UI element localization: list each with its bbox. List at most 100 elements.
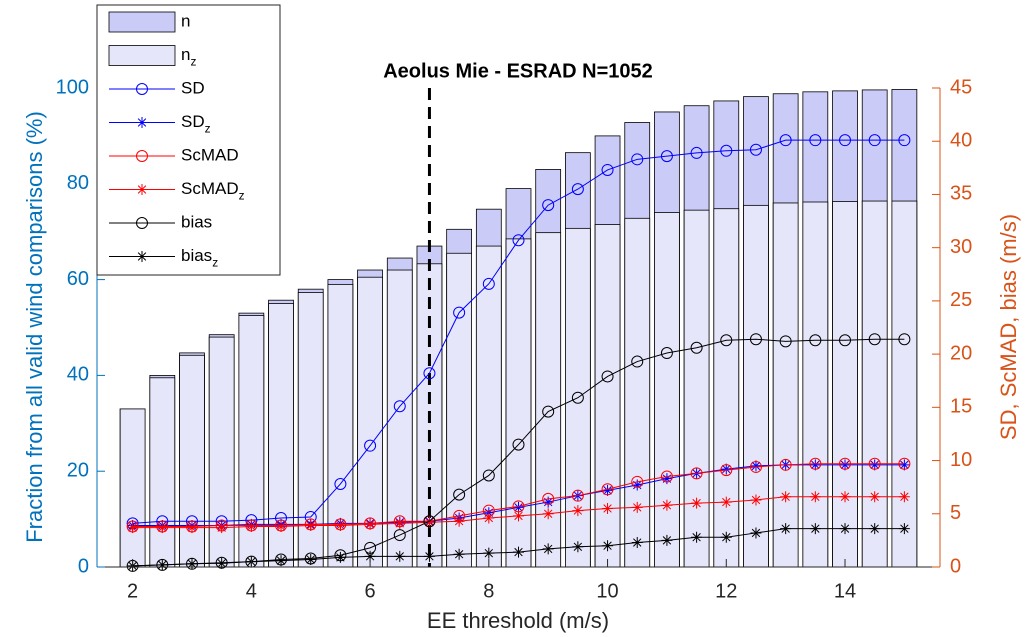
marker <box>868 333 881 346</box>
marker <box>779 134 792 147</box>
legend-marker <box>136 117 148 128</box>
marker <box>898 523 910 535</box>
legend-label: biasz <box>181 246 218 270</box>
marker <box>631 537 643 549</box>
bar <box>713 208 740 568</box>
marker <box>750 494 762 506</box>
marker <box>571 489 584 502</box>
x-tick-label: 8 <box>483 580 494 602</box>
marker <box>720 463 732 475</box>
marker <box>631 501 643 513</box>
marker <box>542 496 554 508</box>
y-tick-label: 20 <box>67 459 89 481</box>
y2-tick-label: 30 <box>950 236 972 258</box>
marker <box>571 183 584 196</box>
y2-axis-label: SD, ScMAD, bias (m/s) <box>996 214 1021 440</box>
bar <box>119 408 146 568</box>
marker <box>809 334 822 347</box>
marker <box>453 548 465 560</box>
marker <box>305 519 317 531</box>
marker <box>750 460 762 472</box>
marker <box>839 334 852 347</box>
marker <box>453 515 465 527</box>
marker <box>513 510 524 522</box>
marker <box>571 391 584 404</box>
bar <box>743 204 769 568</box>
marker <box>809 457 822 470</box>
bar <box>802 201 829 568</box>
marker <box>601 163 614 176</box>
marker <box>749 143 762 156</box>
marker <box>364 550 376 562</box>
marker <box>749 460 762 473</box>
marker <box>809 459 821 471</box>
bar <box>624 217 651 568</box>
marker <box>216 522 228 534</box>
legend-label: ScMADz <box>181 179 245 203</box>
y2-tick-label: 35 <box>950 183 972 205</box>
marker <box>601 370 614 383</box>
marker <box>691 497 703 509</box>
series-line <box>132 139 905 524</box>
marker <box>601 483 614 496</box>
y-axis-label: Fraction from all valid wind comparisons… <box>22 111 47 543</box>
marker <box>394 550 406 562</box>
marker <box>542 543 554 555</box>
marker <box>483 547 495 559</box>
x-axis-label: EE threshold (m/s) <box>427 608 609 633</box>
marker <box>393 529 406 542</box>
marker <box>602 484 614 496</box>
marker <box>423 367 436 380</box>
x-tick-label: 10 <box>596 580 618 602</box>
marker <box>542 508 554 520</box>
marker <box>186 558 198 570</box>
y2-tick-label: 40 <box>950 130 972 152</box>
marker <box>868 457 881 470</box>
legend-label: n <box>181 11 190 30</box>
marker <box>245 521 257 533</box>
legend-label: bias <box>181 212 212 231</box>
marker <box>423 515 436 528</box>
marker <box>779 458 792 471</box>
marker <box>779 335 792 348</box>
marker <box>809 134 822 147</box>
marker <box>572 505 584 517</box>
y-tick-label: 40 <box>67 364 89 386</box>
marker <box>839 457 852 470</box>
marker <box>720 334 733 347</box>
marker <box>513 501 524 513</box>
marker <box>483 512 495 524</box>
marker <box>869 523 881 535</box>
marker <box>512 438 525 451</box>
marker <box>542 199 555 212</box>
y2-tick-label: 20 <box>950 342 972 364</box>
marker <box>780 491 792 503</box>
marker <box>898 333 911 346</box>
bar <box>861 200 888 568</box>
marker <box>364 518 376 530</box>
bar <box>654 212 680 568</box>
bar <box>179 354 205 568</box>
marker <box>720 144 733 157</box>
marker <box>869 491 881 503</box>
marker <box>542 492 555 505</box>
marker <box>393 400 406 413</box>
y-tick-label: 60 <box>67 268 89 290</box>
legend-marker <box>136 83 148 95</box>
marker <box>898 457 911 470</box>
marker <box>749 333 762 346</box>
y-tick-label: 0 <box>78 555 89 577</box>
y2-tick-label: 15 <box>950 396 972 418</box>
legend-label: SDz <box>181 112 211 136</box>
marker <box>453 306 466 319</box>
marker <box>868 134 881 147</box>
marker <box>334 519 346 531</box>
x-tick-label: 14 <box>834 580 856 602</box>
marker <box>631 475 644 488</box>
legend-marker <box>136 217 148 229</box>
marker <box>216 557 228 569</box>
marker <box>839 523 851 535</box>
marker <box>602 540 614 552</box>
y2-tick-label: 10 <box>950 449 972 471</box>
y-tick-label: 100 <box>56 76 89 98</box>
